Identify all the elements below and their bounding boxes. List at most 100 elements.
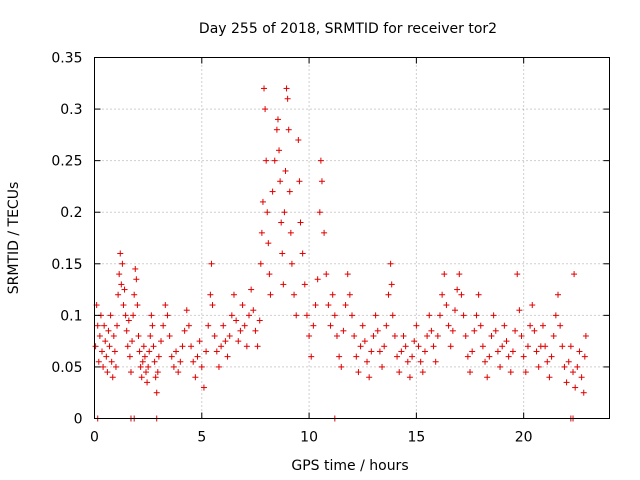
x-tick-label: 5 — [197, 430, 206, 446]
data-point — [118, 281, 125, 288]
data-point — [432, 358, 439, 365]
data-point — [117, 250, 124, 257]
data-point — [105, 327, 112, 334]
data-point — [327, 322, 334, 329]
chart-title: Day 255 of 2018, SRMTID for receiver tor… — [199, 21, 497, 37]
data-point — [144, 379, 151, 386]
data-point — [501, 322, 508, 329]
data-point — [162, 302, 169, 309]
data-point — [282, 167, 289, 174]
data-point — [503, 338, 510, 345]
data-point — [505, 353, 512, 360]
data-point — [141, 353, 148, 360]
data-point — [404, 358, 411, 365]
data-point — [136, 348, 143, 355]
data-point — [400, 332, 407, 339]
data-point — [580, 389, 587, 396]
data-point — [183, 307, 190, 314]
data-point — [115, 291, 122, 298]
data-point — [264, 209, 271, 216]
data-point — [524, 343, 531, 350]
data-point — [415, 343, 422, 350]
data-point — [154, 369, 161, 376]
data-point — [100, 363, 107, 370]
data-point — [546, 374, 553, 381]
data-point — [419, 369, 426, 376]
data-point — [391, 332, 398, 339]
data-point — [439, 291, 446, 298]
data-point — [265, 240, 272, 247]
data-point — [351, 332, 358, 339]
data-point — [394, 353, 401, 360]
data-point — [574, 363, 581, 370]
data-point — [387, 260, 394, 267]
data-point — [222, 338, 229, 345]
data-point — [469, 348, 476, 355]
y-tick-label: 0.35 — [51, 51, 82, 67]
y-tick-label: 0.3 — [60, 102, 82, 118]
data-point — [259, 198, 266, 205]
data-point — [114, 322, 121, 329]
data-point — [379, 363, 386, 370]
data-point — [267, 291, 274, 298]
data-point — [211, 332, 218, 339]
data-point — [111, 348, 118, 355]
data-point — [243, 343, 250, 350]
data-point — [381, 343, 388, 350]
data-point — [542, 343, 549, 350]
data-point — [185, 322, 192, 329]
data-point — [254, 343, 261, 350]
data-point — [497, 363, 504, 370]
data-point — [287, 229, 294, 236]
axis-ticks: 0 0.05 0.1 0.15 0.2 0.25 0.3 0.35 0 5 10 15 20 — [51, 51, 610, 446]
data-point — [147, 332, 154, 339]
data-point — [475, 291, 482, 298]
y-tick-label: 0.05 — [51, 360, 82, 376]
data-point — [102, 338, 109, 345]
data-point — [284, 95, 291, 102]
data-point — [428, 327, 435, 334]
data-point — [376, 348, 383, 355]
data-point — [116, 271, 123, 278]
y-tick-label: 0.15 — [51, 257, 82, 273]
data-point — [424, 332, 431, 339]
data-point — [361, 338, 368, 345]
data-point — [271, 157, 278, 164]
data-point — [342, 302, 349, 309]
data-point — [261, 85, 268, 92]
data-point — [278, 219, 285, 226]
data-point — [486, 353, 493, 360]
data-point — [527, 322, 534, 329]
data-point — [277, 178, 284, 185]
data-point — [95, 358, 102, 365]
data-point — [366, 374, 373, 381]
data-point — [533, 348, 540, 355]
data-point — [364, 358, 371, 365]
data-point — [492, 327, 499, 334]
data-point — [200, 384, 207, 391]
data-point — [276, 147, 283, 154]
data-point — [514, 271, 521, 278]
data-point — [452, 307, 458, 314]
data-point — [124, 343, 131, 350]
data-point — [226, 332, 233, 339]
data-point — [520, 353, 527, 360]
data-point — [529, 302, 536, 309]
data-point — [318, 178, 325, 185]
data-point — [92, 343, 99, 350]
data-point — [340, 327, 347, 334]
data-point — [314, 276, 321, 283]
data-point — [139, 358, 146, 365]
data-point — [133, 276, 140, 283]
data-point — [402, 343, 409, 350]
data-point — [507, 369, 514, 376]
data-point — [215, 363, 222, 370]
data-point — [188, 343, 195, 350]
data-point — [308, 353, 315, 360]
data-point — [398, 348, 405, 355]
data-point — [252, 327, 259, 334]
y-axis-label: SRMTID / TECUs — [6, 182, 22, 295]
data-point — [230, 291, 237, 298]
data-point — [134, 302, 141, 309]
data-point — [257, 260, 264, 267]
